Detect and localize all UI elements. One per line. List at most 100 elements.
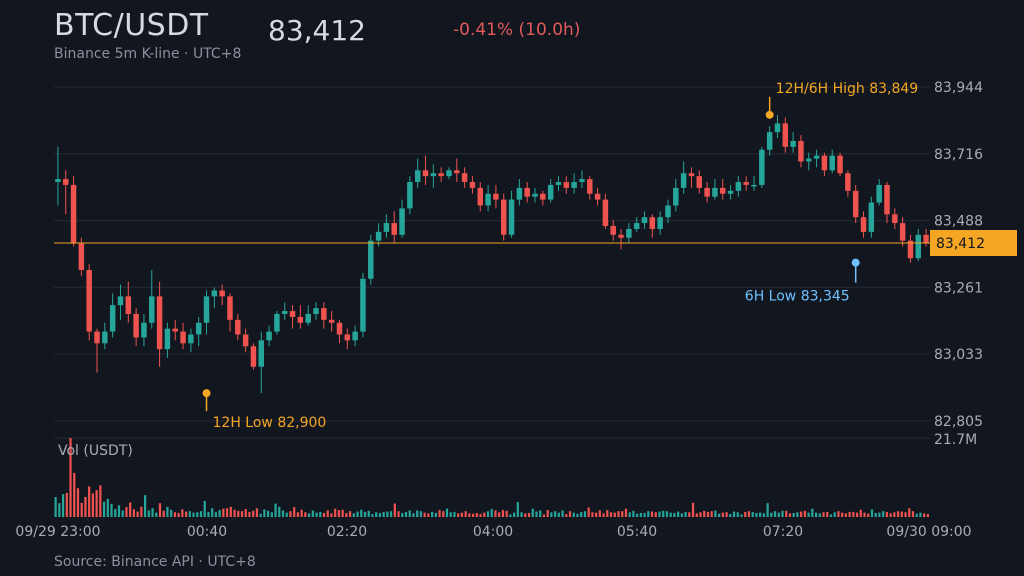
volume-bar (386, 511, 389, 517)
volume-bar (833, 512, 836, 517)
chart-title: BTC/USDT (54, 8, 209, 43)
volume-bar (475, 512, 478, 517)
candle (227, 293, 233, 332)
candle (266, 325, 272, 347)
candle-body (55, 179, 61, 183)
volume-bar (598, 510, 601, 517)
candle-body (352, 331, 358, 341)
volume-bar (192, 512, 195, 517)
candle (735, 176, 742, 197)
candle (485, 184, 491, 212)
candle (430, 164, 437, 188)
volume-bar (826, 511, 829, 517)
candle (446, 167, 452, 180)
volume-bar (520, 512, 523, 517)
candle-body (602, 199, 609, 226)
candle-body (399, 208, 405, 235)
candle (391, 211, 397, 244)
candle-body (727, 190, 734, 194)
candle-body (430, 173, 437, 177)
volume-bar (121, 510, 124, 517)
volume-bar (434, 512, 437, 517)
volume-bar (691, 502, 695, 517)
candle (618, 228, 624, 250)
volume-bar (315, 512, 318, 517)
candle (297, 305, 304, 329)
volume-bar (211, 508, 214, 517)
candle (907, 234, 914, 263)
volume-bar (110, 503, 113, 517)
volume-bar (844, 513, 847, 517)
x-tick-label: 00:40 (187, 524, 227, 540)
candle (258, 331, 265, 394)
volume-bar (483, 512, 486, 517)
candle-body (649, 217, 656, 229)
candle (133, 308, 139, 347)
volume-bar (259, 513, 262, 517)
candle-body (313, 308, 319, 314)
volume-bar (151, 508, 154, 517)
volume-bar (923, 513, 926, 517)
candle-body (759, 149, 765, 185)
candle-body (790, 140, 796, 147)
volume-bar (609, 512, 613, 517)
volume-bar (419, 511, 423, 517)
volume-bar (855, 512, 859, 517)
candle (743, 176, 749, 191)
x-tick-label: 05:40 (617, 524, 657, 540)
volume-bar (337, 510, 341, 517)
volume-bar (330, 513, 333, 517)
volume-bar (319, 511, 322, 517)
volume-bar (755, 512, 758, 517)
volume-bar (703, 510, 706, 517)
candle (117, 284, 124, 320)
volume-bar (278, 506, 281, 517)
volume-bar (900, 511, 903, 517)
candle (94, 328, 100, 373)
volume-bar (427, 513, 430, 517)
volume-bar (725, 512, 728, 517)
x-tick-label: 04:00 (473, 524, 513, 540)
volume-bar (140, 506, 143, 517)
volume-bar (155, 512, 158, 517)
volume-bar (677, 511, 680, 517)
volume-bar (281, 510, 285, 517)
candle (383, 214, 390, 238)
last-price-tag-label: 83,412 (936, 236, 985, 252)
candle (759, 146, 765, 188)
candle-body (180, 331, 186, 344)
volume-bar (848, 511, 851, 517)
low6h-marker (851, 258, 860, 267)
candle-body (516, 187, 523, 200)
volume-bar (818, 513, 821, 517)
volume-bar (367, 510, 370, 517)
candle-body (540, 193, 546, 200)
volume-bar (73, 472, 76, 517)
candle-body (532, 193, 538, 197)
candle (821, 152, 828, 177)
volume-bar (889, 513, 892, 517)
volume-bar (542, 514, 546, 517)
candle-body (899, 223, 906, 241)
volume-bar (811, 508, 814, 517)
volume-bar (129, 502, 132, 517)
volume-bar (751, 511, 754, 517)
volume-bar (624, 508, 628, 517)
x-tick-label: 09/29 23:00 (15, 524, 100, 540)
volume-bar (796, 512, 799, 517)
candle (852, 184, 859, 224)
candle-body (328, 319, 335, 323)
candle-body (594, 193, 601, 200)
volume-max-label: 21.7M (934, 432, 977, 448)
volume-bar (304, 512, 307, 517)
candle (680, 161, 687, 194)
volume-bar (270, 512, 273, 517)
candle (203, 290, 210, 335)
volume-bar (874, 512, 877, 517)
candle (860, 211, 867, 238)
volume-bar (762, 513, 765, 517)
volume-bar (375, 512, 378, 517)
volume-bar (334, 508, 337, 517)
candle-body (876, 184, 882, 203)
volume-bar (747, 511, 751, 517)
